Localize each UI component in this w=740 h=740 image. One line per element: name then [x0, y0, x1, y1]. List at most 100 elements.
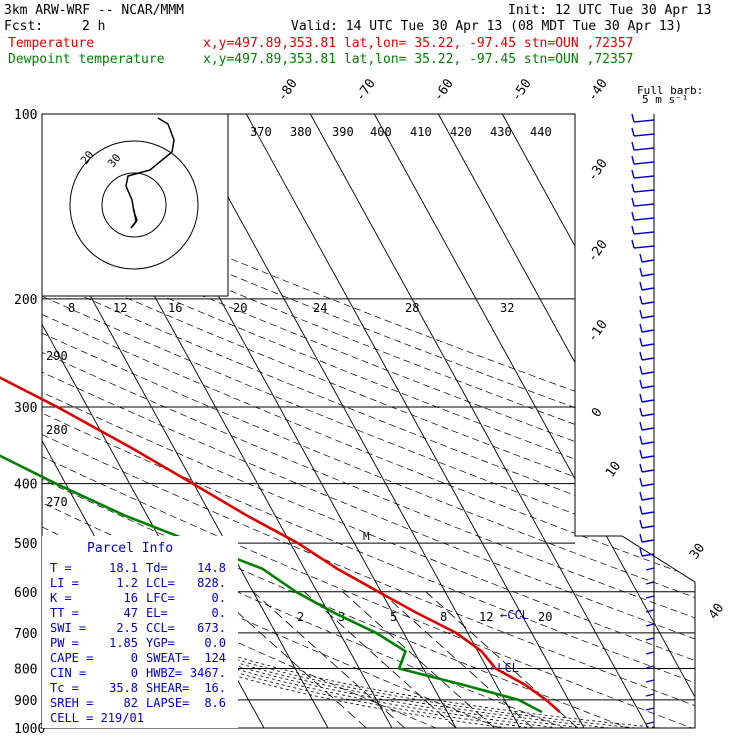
wind-barb: [631, 169, 655, 179]
barb-shaft: [633, 245, 655, 249]
valid-time: Valid: 14 UTC Tue 30 Apr 13 (08 MDT Tue …: [291, 19, 682, 34]
barb-shaft: [645, 707, 655, 711]
barb-shaft: [641, 511, 655, 515]
parcel-key: Td=: [146, 561, 168, 575]
barb-shaft: [641, 301, 655, 305]
wind-barb: [639, 379, 655, 389]
wind-barb: [631, 113, 655, 123]
barb-shaft: [641, 553, 655, 557]
barb-flag: [639, 407, 643, 417]
barb-shaft: [641, 329, 655, 333]
ccl-label: ←CCL: [500, 608, 529, 622]
wind-barb: [639, 323, 655, 333]
parcel-value: 0: [131, 666, 138, 680]
pressure-label-900: 900: [14, 694, 37, 709]
parcel-key: SWI =: [50, 621, 86, 635]
kts-tick: 32: [500, 301, 514, 315]
hodograph-ring-label: 20: [78, 148, 96, 166]
pressure-label-700: 700: [14, 627, 37, 642]
isotherm-label: 0: [589, 405, 606, 420]
isotherm-line: [373, 114, 695, 728]
wind-barb: [639, 281, 655, 291]
wind-barb: [639, 491, 655, 501]
parcel-value: 673.: [197, 621, 226, 635]
wind-barb: [639, 505, 655, 515]
wind-barb: [645, 581, 655, 585]
barb-flag: [639, 309, 643, 319]
parcel-key: SREH =: [50, 696, 93, 710]
hodograph-ring: [69, 140, 199, 270]
parcel-key: LFC=: [146, 591, 175, 605]
kts-tick: 20: [233, 301, 247, 315]
theta-label: 410: [410, 125, 432, 139]
dry-adiabat: [42, 114, 695, 728]
wind-barb: [639, 295, 655, 305]
barb-shaft: [641, 525, 655, 529]
theta-label: 430: [490, 125, 512, 139]
barb-shaft: [641, 455, 655, 459]
wind-barb: [631, 239, 655, 249]
isotherm-label: -50: [509, 76, 535, 104]
barb-shaft: [641, 371, 655, 375]
parcel-key: T =: [50, 561, 72, 575]
barb-scale-label: Full barb:: [637, 84, 703, 97]
parcel-value: 0.0: [204, 636, 226, 650]
parcel-value: 8.6: [204, 696, 226, 710]
wind-barb: [645, 665, 655, 669]
parcel-value: 0.: [212, 591, 226, 605]
parcel-key: PW =: [50, 636, 79, 650]
pressure-label-500: 500: [14, 537, 37, 552]
barb-shaft: [645, 651, 655, 655]
wind-barb: [639, 547, 655, 557]
barb-shaft: [633, 189, 655, 193]
barb-flag: [631, 225, 635, 235]
wind-barb: [645, 567, 655, 571]
barb-flag: [631, 155, 635, 165]
hodograph-trace: [125, 117, 175, 229]
barb-scale-unit: 5 m s⁻¹: [642, 93, 688, 106]
barb-shaft: [645, 679, 655, 683]
isotherm-label: -30: [585, 156, 611, 184]
theta-label: 390: [332, 125, 354, 139]
barb-flag: [631, 239, 635, 249]
barb-shaft: [645, 581, 655, 585]
barb-shaft: [645, 595, 655, 599]
temperature-profile: [0, 376, 561, 714]
wind-barb: [639, 519, 655, 529]
wind-barb: [645, 623, 655, 627]
barb-shaft: [641, 343, 655, 347]
wind-barb: [639, 393, 655, 403]
hodograph-frame: [41, 113, 229, 297]
barb-flag: [639, 435, 643, 445]
wind-barb: [639, 435, 655, 445]
barb-shaft: [641, 399, 655, 403]
parcel-value: 47: [124, 606, 138, 620]
dry-adiabat: [42, 114, 695, 728]
dry-adiabat: [42, 114, 695, 728]
parcel-key: LCL=: [146, 576, 175, 590]
barb-flag: [631, 169, 635, 179]
forecast-hour: 2 h: [82, 19, 105, 34]
barb-shaft: [645, 637, 655, 641]
barb-flag: [639, 463, 643, 473]
wind-barb: [639, 463, 655, 473]
theta-label: 420: [450, 125, 472, 139]
wind-barb: [639, 421, 655, 431]
parcel-info-rows: T = 18.1 Td= 14.8 LI = 1.2 LCL= 828. K = 16 LFC= 0.…: [50, 561, 226, 710]
wind-barb: [639, 407, 655, 417]
isotherm-label: 40: [706, 601, 727, 622]
pressure-label-200: 200: [14, 293, 37, 308]
barb-flag: [631, 141, 635, 151]
barb-shaft: [641, 287, 655, 291]
wind-barb: [639, 337, 655, 347]
parcel-key: SWEAT=: [146, 651, 189, 665]
mixing-ratio-label: 2: [297, 610, 304, 624]
hodograph-ring: [101, 172, 167, 238]
kts-tick: 24: [313, 301, 327, 315]
parcel-value: 18.1: [109, 561, 138, 575]
barb-flag: [639, 281, 643, 291]
barb-flag: [639, 491, 643, 501]
parcel-value: 16: [124, 591, 138, 605]
wind-barb: [639, 351, 655, 361]
